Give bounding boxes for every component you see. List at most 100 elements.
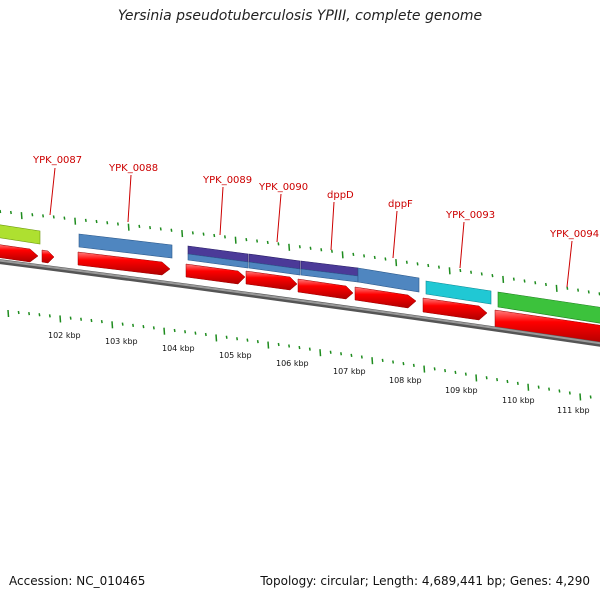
outer-tick (107, 221, 108, 224)
scale-tick-label: 106 kbp (276, 359, 309, 368)
leader-line (50, 168, 55, 215)
scale-tick (112, 321, 113, 328)
scale-tick (424, 366, 425, 373)
scale-tick (497, 378, 498, 381)
outer-tick (546, 283, 547, 286)
scale-tick (133, 324, 134, 327)
scale-tick-label: 102 kbp (48, 331, 81, 340)
outer-tick (96, 220, 97, 223)
outer-tick (514, 278, 515, 281)
genome-map: YPK_0087 YPK_0088 YPK_0089 YPK_0090 dppD… (0, 0, 600, 600)
outer-tick (556, 285, 557, 292)
outer-tick (21, 212, 22, 219)
gene-label: YPK_0088 (108, 163, 158, 174)
scale-tick (445, 369, 446, 372)
scale-tick (143, 325, 144, 328)
outer-tick (128, 224, 129, 231)
outer-tick (353, 253, 354, 256)
outer-tick (589, 290, 590, 293)
outer-tick (364, 254, 365, 257)
scale-tick (538, 386, 539, 389)
scale-tick (50, 314, 51, 317)
outer-tick (161, 227, 162, 230)
gene-label: dppD (327, 190, 354, 201)
cds-arrow (186, 264, 245, 284)
scale-tick (102, 320, 103, 323)
outer-tick (43, 214, 44, 217)
outer-tick (118, 222, 119, 225)
scale-tick (528, 384, 529, 391)
scale-tick (559, 390, 560, 393)
scale-tick-label: 109 kbp (445, 386, 478, 395)
scale-tick (403, 362, 404, 365)
outer-tick (0, 210, 1, 213)
outer-tick (407, 261, 408, 264)
outer-tick (75, 218, 76, 225)
scale-tick (351, 354, 352, 357)
outer-tick (171, 229, 172, 232)
outer-tick (139, 225, 140, 228)
scale-tick (70, 317, 71, 320)
scale-tick-label: 107 kbp (333, 367, 366, 376)
scale-tick (268, 342, 269, 349)
scale-tick (466, 373, 467, 376)
scale-tick (299, 346, 300, 349)
gene-label: dppF (388, 199, 413, 210)
scale-tick (434, 367, 435, 370)
scale-tick-label: 103 kbp (105, 337, 138, 346)
scale-tick (570, 391, 571, 394)
outer-tick (64, 217, 65, 220)
gene-label: YPK_0087 (32, 155, 82, 166)
scale-tick (414, 364, 415, 367)
scale-tick (507, 380, 508, 383)
outer-tick (332, 250, 333, 253)
scale-tick (216, 334, 217, 341)
scale-tick (237, 337, 238, 340)
scale-tick (372, 357, 373, 364)
gene-label: YPK_0093 (445, 210, 495, 221)
leader-line (277, 194, 281, 242)
scale-tick (362, 356, 363, 359)
scale-tick (393, 360, 394, 363)
outer-tick (385, 258, 386, 261)
scale-tick (226, 336, 227, 339)
scale-tick (258, 340, 259, 343)
outer-tick (289, 244, 290, 251)
outer-tick (439, 266, 440, 269)
scale-tick (590, 395, 591, 398)
gene-labels: YPK_0087 YPK_0088 YPK_0089 YPK_0090 dppD… (32, 155, 599, 240)
scale-labels: 102 kbp 103 kbp 104 kbp 105 kbp 106 kbp … (48, 331, 590, 415)
outer-tick (182, 230, 183, 237)
outer-tick (578, 289, 579, 292)
outer-tick (567, 287, 568, 290)
outer-tick (535, 281, 536, 284)
scale-tick-label: 111 kbp (557, 406, 590, 415)
outer-tick (278, 242, 279, 245)
accession-label: Accession: NC_010465 (9, 574, 145, 588)
leader-line (393, 211, 397, 258)
genome-summary: Topology: circular; Length: 4,689,441 bp… (260, 574, 590, 588)
gene-label: YPK_0094 (549, 229, 599, 240)
outer-tick (503, 276, 504, 283)
scale-tick (164, 328, 165, 335)
outer-tick (300, 245, 301, 248)
outer-tick (225, 235, 226, 238)
scale-tick (549, 388, 550, 391)
outer-tick (492, 274, 493, 277)
outer-tick (11, 211, 12, 214)
cds-arrow (298, 279, 353, 299)
outer-tick (246, 238, 247, 241)
outer-tick (321, 248, 322, 251)
scale-tick (320, 349, 321, 356)
scale-tick (29, 312, 30, 315)
feature-bar-steelblue (358, 268, 419, 292)
scale-tick (455, 371, 456, 374)
scale-tick (382, 359, 383, 362)
leader-line (460, 222, 464, 268)
outer-tick (214, 234, 215, 237)
outer-tick (310, 247, 311, 250)
leader-line (220, 187, 223, 235)
scale-tick (289, 345, 290, 348)
scale-tick (247, 339, 248, 342)
scale-tick (81, 318, 82, 321)
